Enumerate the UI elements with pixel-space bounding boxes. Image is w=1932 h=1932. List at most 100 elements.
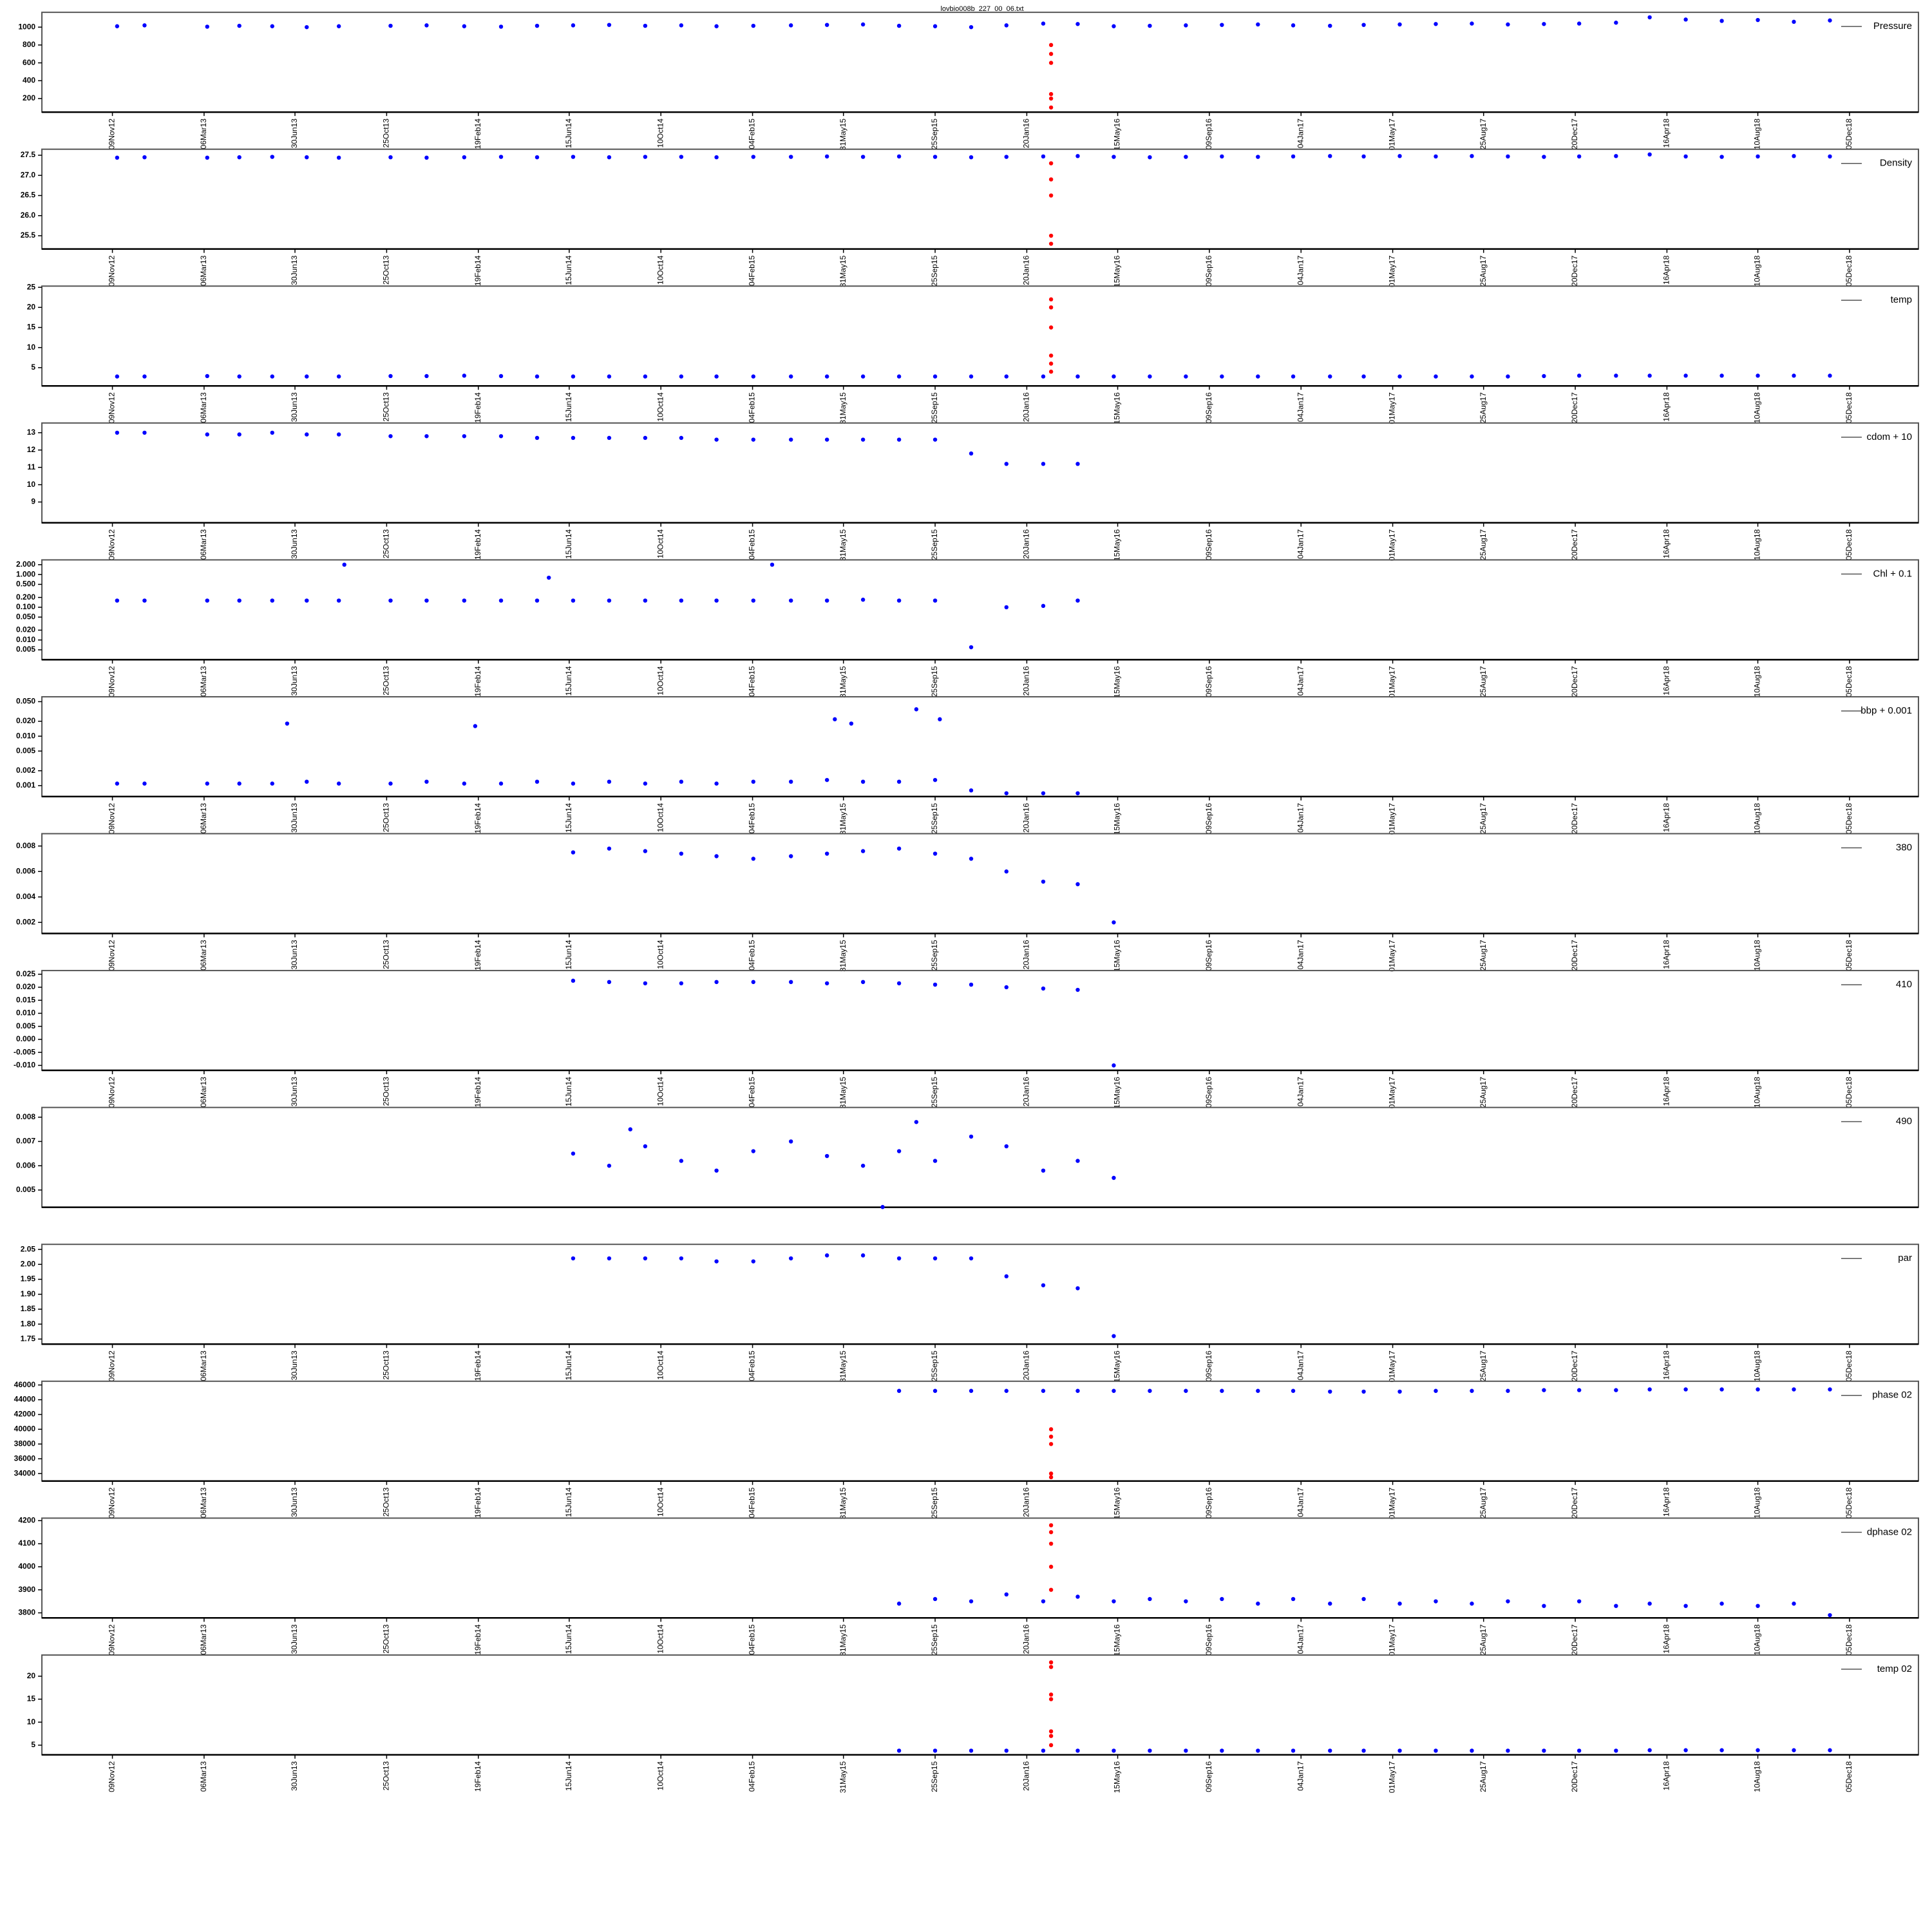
data-point: [237, 374, 242, 379]
y-tick-label: 40000: [14, 1425, 36, 1434]
data-point: [1719, 155, 1724, 159]
data-point: [643, 849, 648, 853]
data-point: [535, 155, 540, 160]
x-tick-label: 25Oct13: [382, 255, 391, 285]
data-point: [305, 432, 309, 437]
x-tick-label: 15May16: [1113, 1077, 1122, 1109]
x-tick-label: 30Jun13: [290, 1077, 299, 1106]
data-point: [788, 854, 793, 858]
data-point: [1048, 1541, 1054, 1546]
data-point: [751, 980, 755, 985]
x-tick-label: 15May16: [1113, 940, 1122, 972]
data-point: [1256, 1748, 1260, 1753]
y-tick-label: 2.05: [21, 1244, 36, 1253]
data-point: [424, 598, 429, 603]
data-point: [714, 155, 719, 160]
data-point: [933, 598, 938, 603]
x-tick-label: 25Oct13: [382, 392, 391, 422]
data-point: [860, 155, 866, 159]
data-point: [1542, 155, 1546, 159]
y-tick-label: -0.010: [14, 1061, 35, 1070]
y-tick-label: 20: [27, 1671, 36, 1680]
data-point: [305, 155, 309, 160]
x-tick-label: 15May16: [1113, 666, 1122, 698]
data-point: [1256, 22, 1260, 27]
x-tick-label: 01May17: [1388, 1624, 1397, 1656]
data-point: [824, 437, 829, 442]
x-tick-label: 20Dec17: [1570, 392, 1579, 423]
data-point: [1542, 1604, 1546, 1608]
x-tick-label: 09Sep16: [1204, 1624, 1213, 1655]
x-tick-label: 04Feb15: [748, 529, 757, 560]
data-point: [342, 562, 346, 567]
x-tick-label: 16Apr18: [1662, 940, 1671, 969]
x-tick-label: 05Dec18: [1844, 940, 1853, 971]
data-point: [969, 645, 974, 650]
y-tick-label: 0.008: [16, 841, 35, 850]
y-tick-label: 1.75: [21, 1334, 36, 1343]
x-tick-label: 15Jun14: [564, 529, 573, 558]
legend-label: bbp + 0.001: [1861, 705, 1912, 716]
x-tick-label: 09Sep16: [1204, 940, 1213, 971]
x-tick-label: 16Apr18: [1662, 255, 1671, 285]
data-point: [336, 155, 341, 160]
data-point: [969, 451, 974, 456]
data-point: [1048, 193, 1054, 198]
data-point: [607, 1256, 612, 1261]
x-tick-label: 09Sep16: [1204, 803, 1213, 834]
data-point: [933, 1596, 938, 1602]
data-point: [1291, 23, 1296, 28]
x-tick-label: 09Nov12: [108, 1761, 117, 1792]
data-point: [1112, 1748, 1116, 1753]
x-tick-label: 06Mar13: [199, 529, 208, 560]
x-tick-label: 09Sep16: [1204, 255, 1213, 286]
data-point: [571, 598, 576, 603]
x-tick-label: 04Feb15: [748, 118, 757, 149]
data-point: [1577, 1599, 1582, 1604]
y-tick-label: 38000: [14, 1439, 36, 1448]
data-point: [751, 779, 755, 784]
y-tick-label: 10: [27, 480, 36, 489]
y-tick-label: 0.001: [16, 781, 35, 790]
data-point: [462, 374, 467, 378]
x-tick-label: 10Oct14: [656, 1761, 665, 1791]
data-point: [607, 374, 612, 379]
x-tick-label: 20Jan16: [1022, 118, 1031, 148]
x-tick-label: 20Jan16: [1022, 1487, 1031, 1517]
data-point: [498, 374, 504, 379]
data-point: [1048, 1523, 1054, 1528]
x-tick-label: 25Aug17: [1479, 1624, 1488, 1655]
x-tick-label: 10Aug18: [1753, 803, 1762, 834]
x-tick-label: 06Mar13: [199, 118, 208, 149]
legend-label: temp 02: [1877, 1663, 1912, 1674]
data-point: [860, 779, 866, 784]
data-point: [896, 1388, 902, 1393]
data-point: [824, 1153, 829, 1159]
data-point: [1792, 374, 1796, 378]
x-tick-label: 20Dec17: [1570, 940, 1579, 971]
y-tick-label: 12: [27, 445, 36, 454]
data-point: [1256, 374, 1260, 379]
data-point: [751, 1149, 755, 1153]
x-tick-label: 04Feb15: [748, 1487, 757, 1518]
y-tick-label: 1.000: [16, 569, 35, 578]
x-tick-label: 19Feb14: [473, 803, 482, 834]
data-point: [535, 598, 540, 603]
x-tick-label: 15Jun14: [564, 803, 573, 833]
y-tick-label: 0.050: [16, 697, 35, 706]
y-tick-label: 200: [23, 93, 35, 102]
y-tick-label: 0.050: [16, 612, 35, 621]
data-point: [969, 982, 974, 987]
data-point: [462, 781, 467, 786]
data-point: [1397, 22, 1402, 27]
x-tick-label: 10Aug18: [1753, 118, 1762, 149]
x-tick-label: 04Feb15: [748, 803, 757, 834]
x-tick-label: 01May17: [1388, 118, 1397, 151]
data-point: [1041, 1599, 1046, 1604]
data-point: [1048, 361, 1054, 366]
data-point: [1075, 154, 1080, 158]
y-tick-label: 0.020: [16, 716, 35, 725]
data-point: [498, 781, 504, 786]
plot-frame: [41, 148, 1919, 250]
data-point: [1220, 23, 1224, 27]
